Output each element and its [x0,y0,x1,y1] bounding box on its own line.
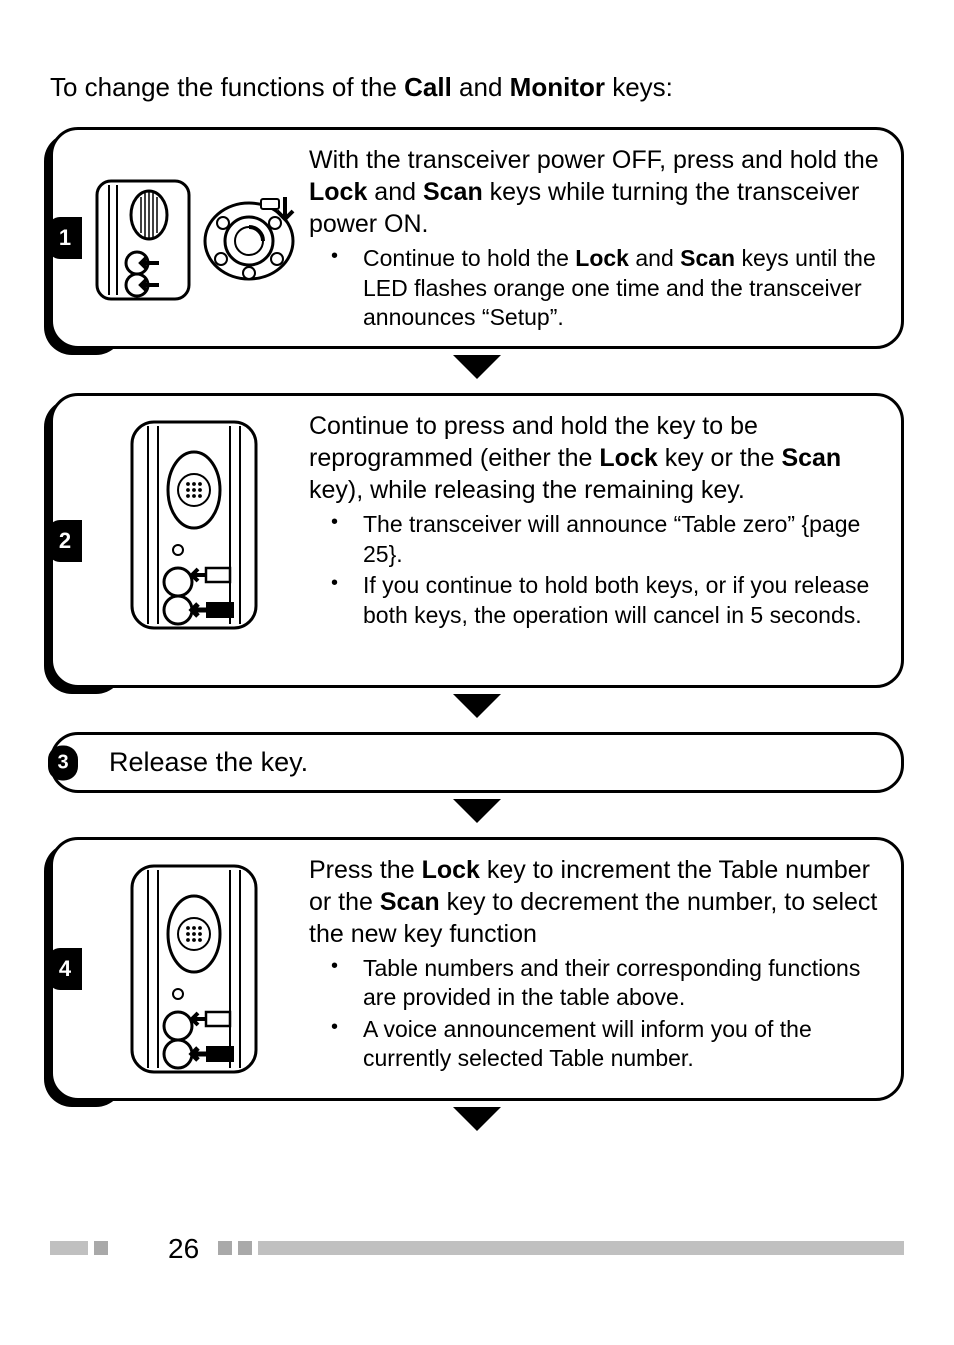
intro-bold-monitor: Monitor [510,72,605,102]
step-4: 4 [50,837,904,1101]
intro-prefix: To change the functions of the [50,72,404,102]
step-2: 2 [50,393,904,688]
step-4-bullet-2: A voice announcement will inform you of … [309,1015,879,1074]
step-4-illustration [79,854,309,1084]
step-2-text: Continue to press and hold the key to be… [309,410,879,630]
intro-suffix: keys: [605,72,673,102]
step-1-number: 1 [48,217,82,259]
step-1: 1 [50,127,904,349]
step-2-bullet-1: The transceiver will announce “Table zer… [309,510,879,569]
step-3-number: 3 [48,745,78,780]
step-1-text: With the transceiver power OFF, press an… [309,144,879,332]
step-2-illustration [79,410,309,640]
arrow-1 [50,353,904,381]
step-4-text: Press the Lock key to increment the Tabl… [309,854,879,1074]
step-4-number: 4 [48,948,82,990]
intro-mid: and [452,72,510,102]
step-2-bullet-2: If you continue to hold both keys, or if… [309,571,879,630]
arrow-3 [50,797,904,825]
intro-bold-call: Call [404,72,452,102]
step-3-text: Release the key. [109,745,879,780]
page-footer: 26 [50,1233,904,1263]
step-1-bullet-1: Continue to hold the Lock and Scan keys … [309,244,879,332]
step-2-number: 2 [48,520,82,562]
intro-text: To change the functions of the Call and … [50,70,904,105]
step-4-bullet-1: Table numbers and their corresponding fu… [309,954,879,1013]
step-1-illustration [79,163,309,313]
arrow-2 [50,692,904,720]
page-number: 26 [160,1233,207,1265]
arrow-4 [50,1105,904,1133]
step-3: 3 Release the key. [50,732,904,793]
